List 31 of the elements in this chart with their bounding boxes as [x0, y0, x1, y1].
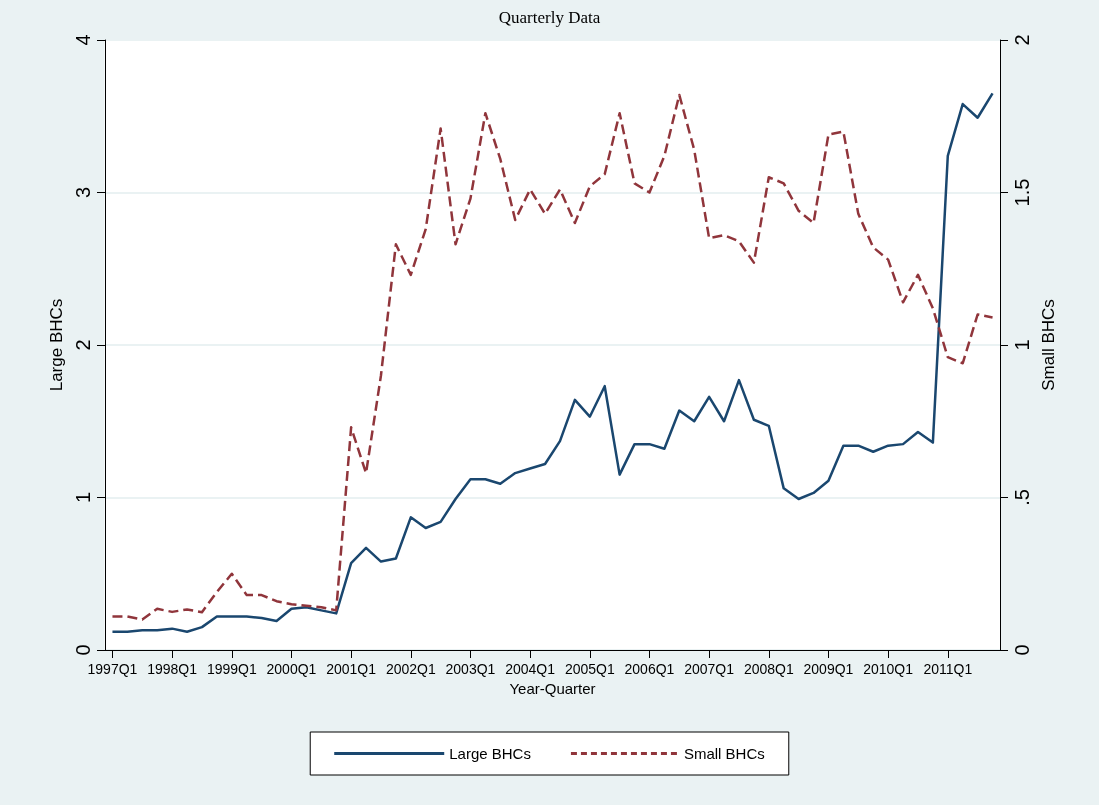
- x-tick-label: 2004Q1: [505, 661, 556, 677]
- x-tick-label: 2010Q1: [863, 661, 914, 677]
- y2-tick-label: 0: [1011, 644, 1033, 656]
- x-tick-label: 2000Q1: [266, 661, 317, 677]
- x-tick-label: 1998Q1: [147, 661, 198, 677]
- y-tick-label: 0: [72, 644, 94, 656]
- y2-tick-label: 2: [1011, 34, 1033, 46]
- x-tick-label: 2009Q1: [803, 661, 854, 677]
- y-tick-label: 2: [72, 339, 94, 351]
- y-tick-label: 1: [72, 491, 94, 504]
- x-tick-label: 2002Q1: [385, 661, 436, 677]
- x-tick-label: 2001Q1: [326, 661, 377, 677]
- x-tick-label: 2007Q1: [684, 661, 735, 677]
- x-axis-title: Year-Quarter: [509, 679, 596, 697]
- y2-axis-title: Small BHCs: [1038, 299, 1058, 391]
- y2-tick-label: 1.5: [1011, 178, 1033, 207]
- legend-label: Small BHCs: [683, 745, 765, 762]
- y-tick-label: 3: [72, 186, 94, 199]
- x-tick-label: 2003Q1: [445, 661, 496, 677]
- x-tick-label: 1999Q1: [206, 661, 257, 677]
- chart-title: Quarterly Data: [498, 8, 601, 27]
- y-axis-title: Large BHCs: [47, 298, 67, 392]
- y-tick-label: 4: [72, 34, 94, 46]
- x-tick-label: 2008Q1: [743, 661, 794, 677]
- x-tick-label: 1997Q1: [87, 661, 138, 677]
- y2-tick-label: 1: [1011, 339, 1033, 351]
- x-tick-label: 2011Q1: [923, 661, 973, 677]
- y2-tick-label: .5: [1011, 489, 1033, 506]
- x-tick-label: 2006Q1: [624, 661, 675, 677]
- legend-label: Large BHCs: [449, 745, 531, 762]
- x-tick-label: 2005Q1: [564, 661, 615, 677]
